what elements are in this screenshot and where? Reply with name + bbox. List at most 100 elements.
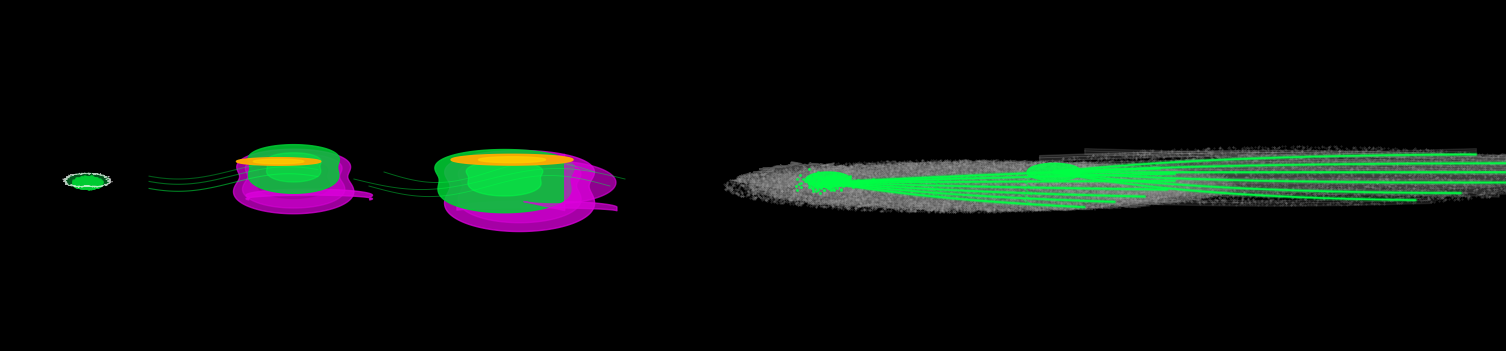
- Point: [1264, 145, 1288, 151]
- Point: [1071, 171, 1095, 177]
- Point: [1235, 196, 1259, 201]
- Point: [1000, 192, 1024, 198]
- Point: [818, 188, 842, 193]
- Point: [1033, 197, 1057, 203]
- Point: [976, 171, 1000, 177]
- Point: [801, 190, 825, 196]
- Point: [1316, 150, 1340, 156]
- Point: [797, 181, 821, 187]
- Point: [1036, 171, 1060, 177]
- Point: [1072, 197, 1096, 202]
- Point: [1413, 166, 1437, 172]
- Point: [807, 172, 831, 178]
- Point: [941, 167, 965, 173]
- Point: [920, 174, 944, 179]
- Point: [1047, 170, 1071, 175]
- Polygon shape: [806, 172, 851, 187]
- Point: [1261, 169, 1285, 175]
- Point: [77, 186, 101, 192]
- Point: [1452, 180, 1476, 186]
- Point: [1155, 179, 1179, 185]
- Point: [756, 196, 780, 201]
- Point: [1084, 170, 1108, 175]
- Point: [875, 189, 899, 195]
- Point: [878, 178, 902, 183]
- Point: [1372, 183, 1396, 188]
- Point: [89, 178, 113, 184]
- Point: [1410, 164, 1434, 170]
- Point: [875, 159, 899, 164]
- Point: [1449, 159, 1473, 164]
- Point: [65, 180, 89, 185]
- Point: [1425, 176, 1449, 181]
- Point: [843, 182, 867, 187]
- Point: [994, 197, 1018, 203]
- Point: [822, 174, 846, 180]
- Point: [1042, 199, 1066, 204]
- Point: [934, 187, 958, 193]
- Point: [965, 198, 989, 204]
- Point: [745, 181, 770, 187]
- Point: [1479, 152, 1503, 157]
- Point: [827, 181, 851, 187]
- Point: [770, 187, 794, 193]
- Point: [833, 199, 857, 205]
- Point: [1060, 203, 1084, 208]
- Point: [952, 200, 976, 206]
- Point: [1295, 147, 1319, 153]
- Point: [1126, 174, 1151, 179]
- Point: [1074, 183, 1098, 188]
- Point: [1104, 165, 1128, 170]
- Point: [1229, 187, 1253, 192]
- Point: [837, 180, 861, 185]
- Point: [898, 174, 922, 180]
- Point: [1166, 183, 1190, 188]
- Point: [1041, 162, 1065, 168]
- Point: [741, 196, 765, 202]
- Point: [1000, 164, 1024, 170]
- Point: [1393, 150, 1417, 155]
- Point: [1254, 177, 1279, 182]
- Point: [812, 180, 836, 186]
- Point: [1199, 151, 1223, 157]
- Point: [80, 174, 104, 180]
- Point: [1128, 170, 1152, 176]
- Point: [1306, 161, 1330, 167]
- Point: [1416, 147, 1440, 153]
- Point: [1483, 170, 1506, 176]
- Point: [1429, 148, 1453, 154]
- Point: [1050, 181, 1074, 187]
- Point: [812, 166, 836, 172]
- Point: [1116, 184, 1140, 190]
- Point: [869, 195, 893, 201]
- Point: [776, 182, 800, 188]
- Point: [1012, 163, 1036, 169]
- Point: [774, 180, 798, 185]
- Point: [726, 176, 750, 181]
- Point: [955, 178, 979, 184]
- Point: [1020, 198, 1044, 203]
- Point: [846, 177, 870, 183]
- Point: [855, 186, 880, 192]
- Point: [1145, 171, 1169, 177]
- Point: [779, 176, 803, 181]
- Point: [729, 189, 753, 195]
- Point: [1375, 178, 1399, 183]
- Point: [1120, 161, 1145, 167]
- Point: [71, 176, 95, 182]
- Point: [80, 176, 104, 182]
- Point: [1375, 175, 1399, 180]
- Point: [755, 183, 779, 189]
- Point: [825, 179, 849, 184]
- Point: [87, 181, 111, 187]
- Point: [1426, 180, 1450, 186]
- Point: [1370, 164, 1395, 170]
- Point: [1148, 190, 1172, 195]
- Point: [1009, 194, 1033, 199]
- Point: [892, 206, 916, 212]
- Point: [1066, 194, 1090, 199]
- Point: [917, 199, 941, 205]
- Point: [1456, 194, 1480, 200]
- Point: [1447, 161, 1471, 167]
- Point: [733, 173, 758, 179]
